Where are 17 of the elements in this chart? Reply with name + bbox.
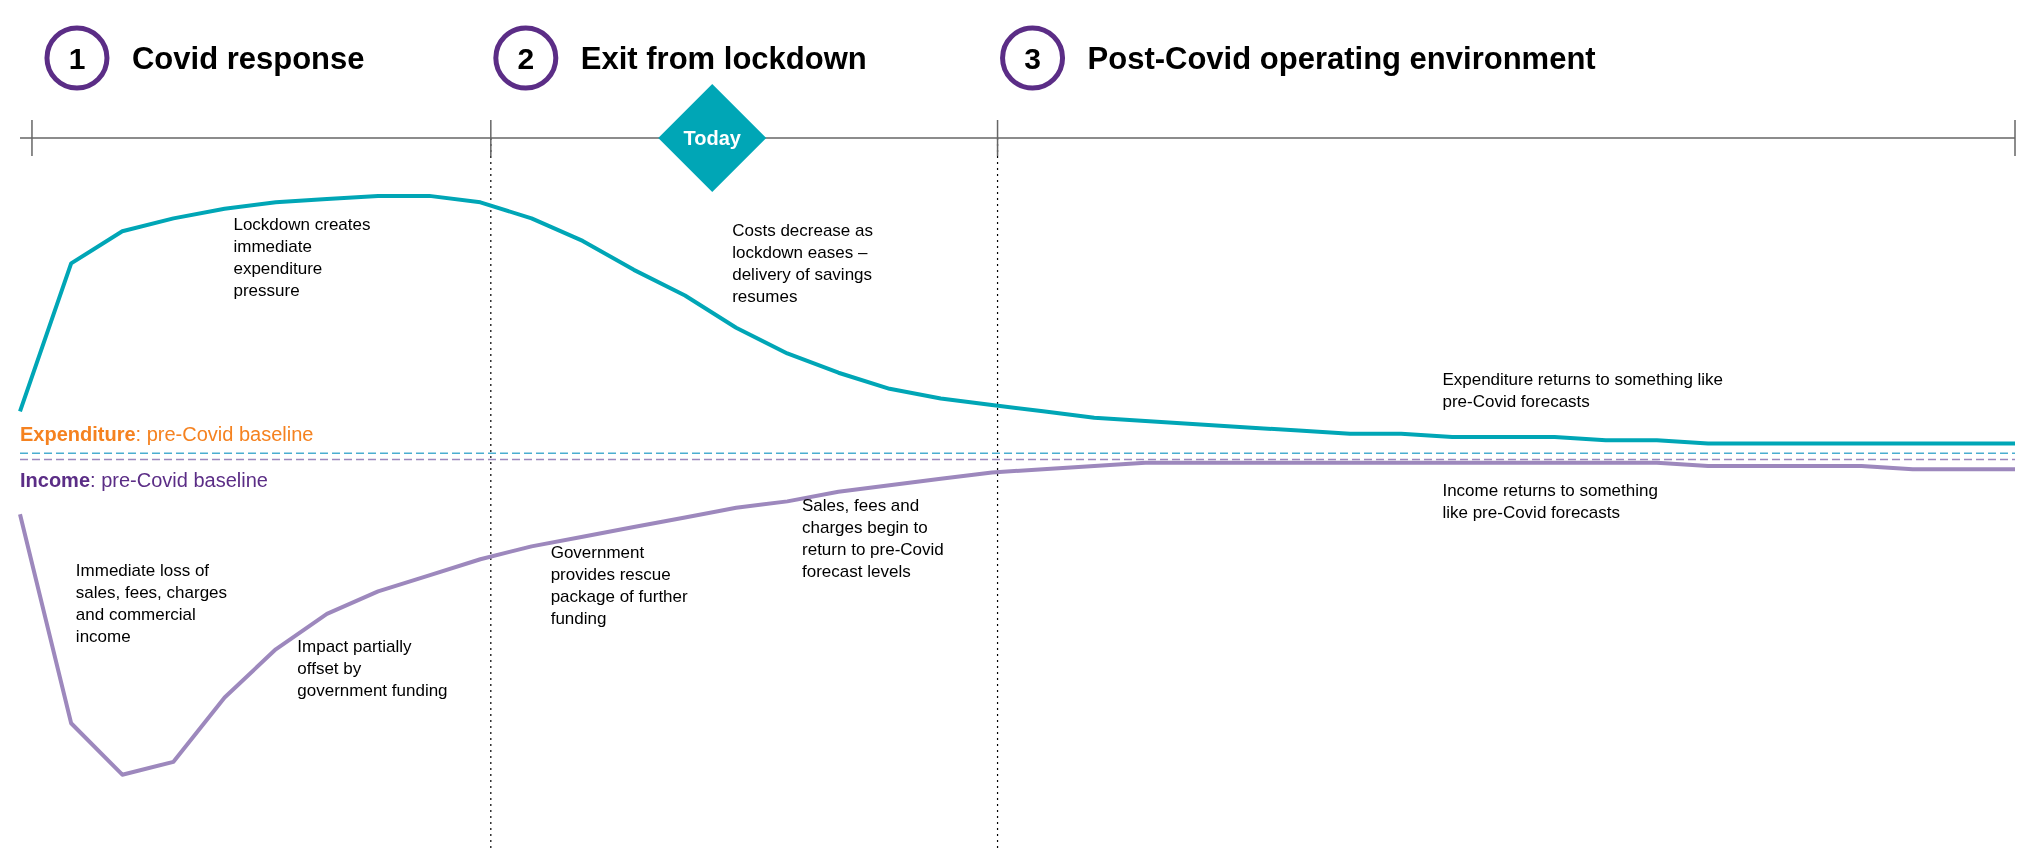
annotation: Sales, fees and charges begin to return to pre-Covid forecast levels <box>802 496 944 581</box>
annotation: Income returns to something like pre-Covid forecasts <box>1442 481 1658 522</box>
annotation: Lockdown creates immediate expenditure pressure <box>233 215 371 300</box>
text: Post-Covid operating environment <box>1087 41 1596 76</box>
text: Exit from lockdown <box>580 41 867 76</box>
text: 2 <box>517 42 535 75</box>
ref-line-label: Expenditure: pre-Covid baseline <box>20 423 314 446</box>
text: 1 <box>68 42 86 75</box>
annotation: Impact partially offset by government funding <box>297 637 448 700</box>
text: 3 <box>1024 42 1041 75</box>
annotation: Government provides rescue package of further funding <box>550 543 689 628</box>
text: Covid response <box>131 41 365 76</box>
annotation: Costs decrease as lockdown eases – delivery of savings resumes <box>732 221 874 306</box>
ref-line-label: Income: pre-Covid baseline <box>20 468 268 491</box>
text: Today <box>683 127 742 149</box>
annotation: Immediate loss of sales, fees, charges and commercial income <box>75 561 228 646</box>
annotation: Expenditure returns to something like pre-Covid forecasts <box>1442 370 1724 411</box>
